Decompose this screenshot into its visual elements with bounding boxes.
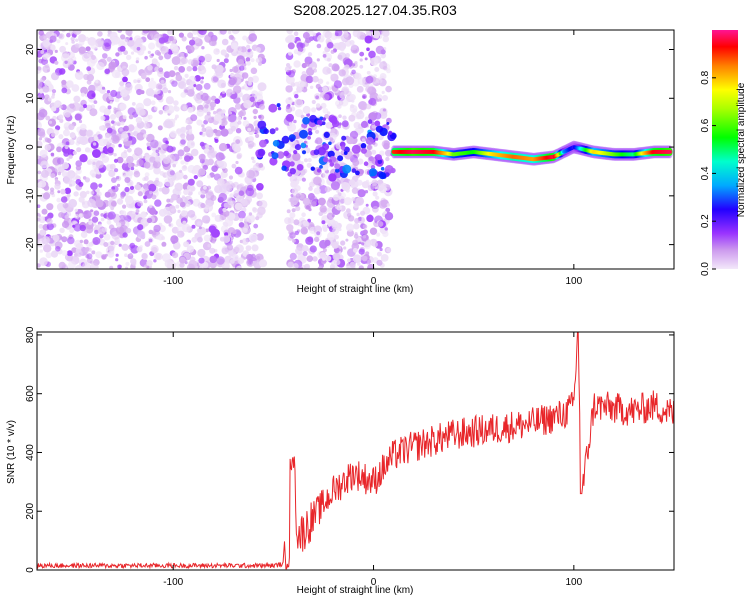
y-tick-label: 0 <box>25 567 36 573</box>
colorbar: 0.0 0.2 0.4 0.6 0.8 Normalized spectral ampl… <box>700 30 747 276</box>
x-tick-label: -100 <box>163 577 183 588</box>
colorbar-ticks: 0.0 0.2 0.4 0.6 0.8 <box>700 70 716 276</box>
snr-y-axis-label: SNR (10 * v/v) <box>6 420 17 484</box>
colorbar-tick-label: 0.8 <box>700 70 711 84</box>
snr-panel: -100 0 100 0 200 400 600 800 Height of straigh… <box>6 326 675 596</box>
snr-series-line <box>37 332 674 570</box>
y-tick-label: 10 <box>25 92 36 104</box>
x-tick-label: -100 <box>163 276 183 287</box>
snr-frame <box>36 331 675 571</box>
colorbar-tick-label: 0.0 <box>700 262 711 276</box>
x-tick-label: 100 <box>565 276 582 287</box>
spectrogram-image <box>37 30 673 269</box>
x-tick-label: 100 <box>565 577 582 588</box>
spectrogram-y-ticks: -20 -10 0 10 20 <box>25 44 674 252</box>
spectrogram-x-axis-label: Height of straight line (km) <box>297 284 414 295</box>
colorbar-tick-label: 0.4 <box>700 166 711 180</box>
y-tick-label: 400 <box>25 444 36 461</box>
colorbar-tick-label: 0.2 <box>700 214 711 228</box>
colorbar-tick-label: 0.6 <box>700 118 711 132</box>
y-tick-label: 200 <box>25 502 36 519</box>
chart-title: S208.2025.127.04.35.R03 <box>293 2 457 18</box>
colorbar-gradient <box>712 30 738 269</box>
snr-y-ticks: 0 200 400 600 800 <box>25 326 674 573</box>
y-tick-label: 0 <box>25 144 36 150</box>
snr-x-ticks: -100 0 100 <box>163 332 583 588</box>
spectrogram-x-ticks: -100 0 100 <box>163 30 583 287</box>
x-tick-label: 0 <box>371 276 377 287</box>
colorbar-label: Normalized spectral amplitude <box>736 82 747 217</box>
spectrogram-y-axis-label: Frequency (Hz) <box>6 116 17 185</box>
x-tick-label: 0 <box>371 577 377 588</box>
y-tick-label: 800 <box>25 326 36 343</box>
y-tick-label: -10 <box>25 188 36 203</box>
y-tick-label: 600 <box>25 385 36 402</box>
snr-x-axis-label: Height of straight line (km) <box>297 585 414 596</box>
y-tick-label: 20 <box>25 44 36 56</box>
y-tick-label: -20 <box>25 237 36 252</box>
spectrogram-frame <box>36 29 675 270</box>
